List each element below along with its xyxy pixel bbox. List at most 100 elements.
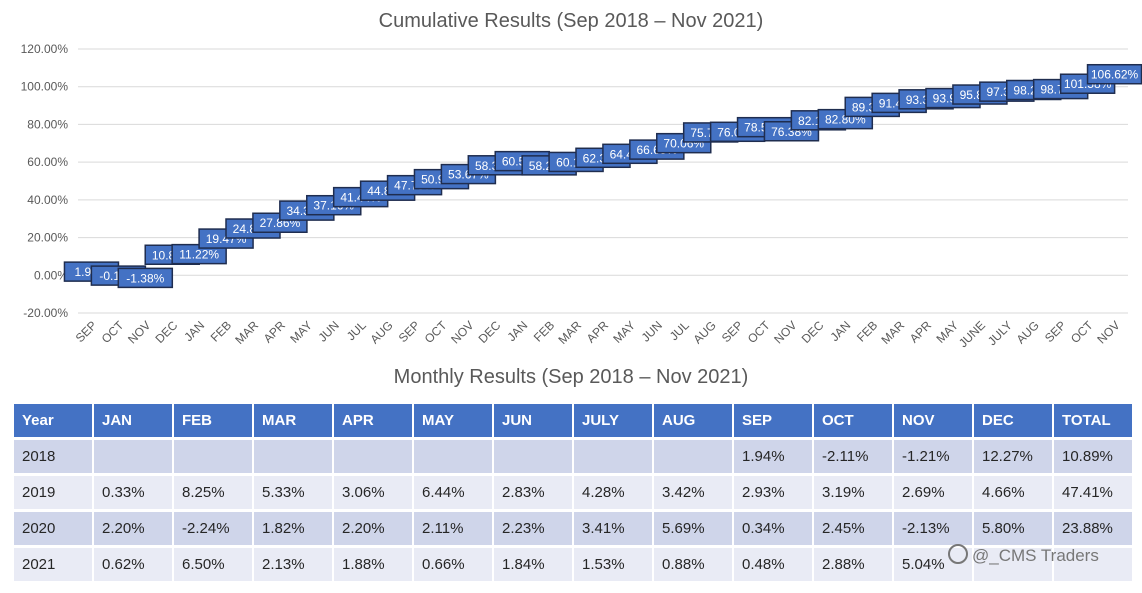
table-cell: 1.84% bbox=[493, 545, 574, 581]
x-tick-label: DEC bbox=[476, 318, 504, 346]
table-cell: 2.20% bbox=[333, 509, 414, 547]
table-header-row: Year JAN FEB MAR APR MAY JUN JULY AUG SEP OCT NOV DE… bbox=[14, 404, 1134, 439]
table-cell bbox=[573, 437, 654, 475]
x-tick-label: NOV bbox=[448, 318, 476, 346]
table-cell: 10.89% bbox=[1053, 437, 1134, 475]
column-header: MAY bbox=[413, 404, 494, 439]
x-tick-label: DEC bbox=[799, 318, 827, 346]
column-header: AUG bbox=[653, 404, 734, 439]
column-header: FEB bbox=[173, 404, 254, 439]
column-header: JUN bbox=[493, 404, 574, 439]
table-row: 2019 0.33% 8.25% 5.33% 3.06% 6.44% 2.83% 4.28% 3… bbox=[14, 473, 1134, 511]
watermark: @_CMS Traders bbox=[948, 544, 1099, 566]
watermark-text: @_CMS Traders bbox=[972, 546, 1099, 565]
table-cell: 2021 bbox=[14, 545, 94, 581]
x-tick-label: FEB bbox=[208, 318, 234, 344]
table-cell bbox=[973, 545, 1054, 581]
table-row: 2021 0.62% 6.50% 2.13% 1.88% 0.66% 1.84% 1.53% 0… bbox=[14, 545, 1134, 581]
x-tick-label: SEP bbox=[73, 318, 100, 345]
x-tick-label: MAR bbox=[879, 318, 908, 347]
table-cell bbox=[253, 437, 334, 475]
x-tick-label: DEC bbox=[153, 318, 181, 346]
y-tick-label: 120.00% bbox=[21, 42, 69, 56]
table-cell: -2.24% bbox=[173, 509, 254, 547]
table-cell: 6.44% bbox=[413, 473, 494, 511]
table-cell: 8.25% bbox=[173, 473, 254, 511]
table-cell: 2.83% bbox=[493, 473, 574, 511]
x-tick-label: JUL bbox=[344, 318, 369, 343]
cumulative-results-chart: -20.00% 0.00% 20.00% 40.00% 60.00% 80.00% 100.… bbox=[21, 42, 1142, 350]
x-tick-label: JAN bbox=[827, 318, 853, 344]
x-tick-label: JULY bbox=[985, 318, 1015, 348]
table-cell: 2.93% bbox=[733, 473, 814, 511]
x-tick-label: FEB bbox=[854, 318, 880, 344]
table-row: 2020 2.20% -2.24% 1.82% 2.20% 2.11% 2.23% 3.41%… bbox=[14, 509, 1134, 547]
x-tick-label: OCT bbox=[745, 318, 773, 346]
table-cell: -2.13% bbox=[893, 509, 974, 547]
x-tick-label: NOV bbox=[771, 318, 799, 346]
table-cell: 3.06% bbox=[333, 473, 414, 511]
table-title: Monthly Results (Sep 2018 – Nov 2021) bbox=[393, 366, 749, 388]
column-header: OCT bbox=[813, 404, 894, 439]
column-header: Year bbox=[14, 404, 94, 439]
table-cell: 1.53% bbox=[573, 545, 654, 581]
column-header: JULY bbox=[573, 404, 654, 439]
table-cell: 2.69% bbox=[893, 473, 974, 511]
table-cell: 3.42% bbox=[653, 473, 734, 511]
x-tick-label: NOV bbox=[1094, 318, 1122, 346]
column-header: NOV bbox=[893, 404, 974, 439]
x-tick-label: OCT bbox=[422, 318, 450, 346]
x-tick-label: AUG bbox=[1014, 318, 1042, 346]
table-cell: 5.80% bbox=[973, 509, 1054, 547]
table-cell: 5.69% bbox=[653, 509, 734, 547]
table-cell: 2.11% bbox=[413, 509, 494, 547]
column-header: JAN bbox=[93, 404, 174, 439]
table-cell: 0.66% bbox=[413, 545, 494, 581]
table-cell: 2020 bbox=[14, 509, 94, 547]
x-tick-label: MAR bbox=[555, 318, 584, 347]
y-tick-label: 20.00% bbox=[27, 231, 68, 245]
table-cell: 6.50% bbox=[173, 545, 254, 581]
table-cell: 2.45% bbox=[813, 509, 894, 547]
column-header: DEC bbox=[973, 404, 1054, 439]
table-cell: 3.19% bbox=[813, 473, 894, 511]
table-cell: 1.94% bbox=[733, 437, 814, 475]
data-label: 11.22% bbox=[179, 248, 219, 262]
table-cell: 2018 bbox=[14, 437, 94, 475]
monthly-results-table: Year JAN FEB MAR APR MAY JUN JULY AUG SEP OCT NOV DE… bbox=[14, 404, 1134, 581]
table-cell: 1.82% bbox=[253, 509, 334, 547]
table-cell bbox=[493, 437, 574, 475]
table-cell: 0.62% bbox=[93, 545, 174, 581]
table-cell bbox=[93, 437, 174, 475]
table-cell: 2019 bbox=[14, 473, 94, 511]
x-tick-label: JUN bbox=[639, 318, 665, 344]
x-tick-label: OCT bbox=[1068, 318, 1096, 346]
x-tick-label: MAY bbox=[287, 318, 315, 346]
table-row: 2018 1.94% -2.11% -1.21% 12.27% 10.89% bbox=[14, 437, 1134, 475]
table-cell: 12.27% bbox=[973, 437, 1054, 475]
x-tick-label: JUN bbox=[315, 318, 341, 344]
x-tick-label: AUG bbox=[367, 318, 395, 346]
x-tick-label: SEP bbox=[1042, 318, 1069, 345]
table-cell: 2.23% bbox=[493, 509, 574, 547]
x-tick-label: NOV bbox=[125, 318, 153, 346]
x-tick-label: FEB bbox=[531, 318, 557, 344]
table-cell: -1.21% bbox=[893, 437, 974, 475]
column-header: TOTAL bbox=[1053, 404, 1134, 439]
x-tick-label: APR bbox=[584, 318, 612, 346]
x-tick-label: OCT bbox=[99, 318, 127, 346]
table-cell: 0.33% bbox=[93, 473, 174, 511]
table-cell bbox=[1053, 545, 1134, 581]
table-cell: 5.33% bbox=[253, 473, 334, 511]
data-label: -1.38% bbox=[126, 271, 164, 285]
table-cell: -2.11% bbox=[813, 437, 894, 475]
x-tick-label: MAY bbox=[610, 318, 638, 346]
y-tick-label: 100.00% bbox=[21, 80, 69, 94]
data-label: 106.62% bbox=[1091, 68, 1139, 82]
x-tick-label: AUG bbox=[691, 318, 719, 346]
x-tick-label: JUL bbox=[667, 318, 692, 343]
table-cell bbox=[653, 437, 734, 475]
table-cell bbox=[173, 437, 254, 475]
y-tick-label: 80.00% bbox=[27, 117, 68, 131]
x-tick-label: SEP bbox=[396, 318, 423, 345]
